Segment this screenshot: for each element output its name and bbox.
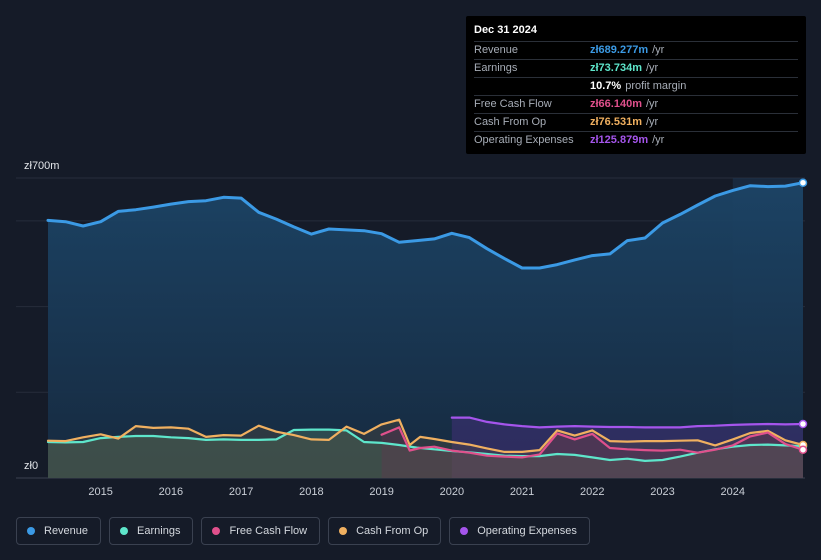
tooltip-row-value: 10.7% (590, 80, 622, 92)
legend-dot-icon (339, 527, 348, 535)
legend-label: Cash From Op (356, 525, 429, 537)
tooltip-row: Revenue zł689.277m/yr (474, 42, 798, 60)
x-tick-label: 2015 (88, 486, 112, 498)
x-tick-label: 2018 (299, 486, 323, 498)
tooltip-row: Operating Expenses zł125.879m/yr (474, 132, 798, 149)
data-tooltip: Dec 31 2024 Revenue zł689.277m/yr Earnings… (466, 16, 806, 154)
earnings-area (48, 429, 803, 478)
tooltip-row-label: Free Cash Flow (474, 98, 552, 110)
tooltip-row-label: Operating Expenses (474, 134, 574, 146)
tooltip-row: 10.7% profit margin (474, 78, 798, 96)
tooltip-row: Cash From Op zł76.531m/yr (474, 114, 798, 132)
tooltip-row-unit: /yr (645, 62, 659, 74)
x-tick-label: 2020 (440, 486, 464, 498)
legend-dot-icon (120, 527, 129, 535)
tooltip-row-label: Earnings (474, 62, 518, 74)
series-lines (46, 181, 805, 462)
legend-label: Operating Expenses (477, 525, 577, 537)
x-tick-label: 2021 (510, 486, 534, 498)
tooltip-row-unit: /yr (645, 98, 659, 110)
revenue-area (48, 182, 803, 478)
x-tick-label: 2022 (580, 486, 604, 498)
tooltip-row-value: zł73.734m (590, 62, 642, 74)
tooltip-row-value: zł66.140m (590, 98, 642, 110)
operating-expenses-end-dot (798, 419, 808, 429)
tooltip-row: Free Cash Flow zł66.140m/yr (474, 96, 798, 114)
tooltip-row-label (474, 78, 590, 95)
chart: 2015 2016 2017 2018 2019 2020 2021 2022 2023 2024 (16, 177, 808, 498)
legend-item-earnings[interactable]: Earnings (109, 517, 194, 545)
free-cash-flow-end-dot (798, 445, 808, 454)
x-tick-label: 2017 (229, 486, 253, 498)
tooltip-row-label: Revenue (474, 44, 519, 56)
free-cash-flow-area (381, 427, 803, 478)
legend-item-operating-expenses[interactable]: Operating Expenses (449, 517, 590, 545)
x-tick-label: 2019 (369, 486, 393, 498)
x-tick-label: 2023 (650, 486, 674, 498)
tooltip-row-unit: /yr (652, 134, 665, 146)
tooltip-row-unit: /yr (652, 44, 665, 56)
operating-expenses-area (451, 417, 803, 478)
tooltip-row-unit: profit margin (625, 80, 687, 92)
legend-item-cash-from-op[interactable]: Cash From Op (328, 517, 442, 545)
tooltip-row-label: Cash From Op (474, 116, 547, 128)
series-areas (48, 182, 803, 478)
tooltip-row-unit: /yr (645, 116, 659, 128)
legend-dot-icon (212, 527, 221, 535)
legend-label: Revenue (44, 525, 89, 537)
revenue-line (46, 181, 805, 270)
x-tick-label: 2024 (721, 486, 745, 498)
tooltip-row-value: zł689.277m (590, 44, 649, 56)
series-end-dots (798, 178, 808, 454)
legend: Revenue Earnings Free Cash Flow Cash From O… (16, 517, 590, 545)
legend-item-revenue[interactable]: Revenue (16, 517, 102, 545)
x-tick-label: 2016 (159, 486, 183, 498)
x-axis-ticks: 2015 2016 2017 2018 2019 2020 2021 2022 2023 2024 (88, 486, 745, 498)
y-axis-top-label: zł700m (24, 160, 60, 172)
y-axis-bottom-label: zł0 (24, 460, 39, 472)
legend-label: Free Cash Flow (229, 525, 308, 537)
tooltip-row-value: zł76.531m (590, 116, 642, 128)
legend-label: Earnings (137, 525, 181, 537)
legend-item-free-cash-flow[interactable]: Free Cash Flow (201, 517, 321, 545)
legend-dot-icon (460, 527, 469, 535)
legend-dot-icon (27, 527, 35, 535)
tooltip-row: Earnings zł73.734m/yr (474, 60, 798, 78)
tooltip-row-value: zł125.879m (590, 134, 649, 146)
operating-expenses-line (450, 416, 805, 429)
revenue-end-dot (798, 178, 808, 187)
tooltip-date: Dec 31 2024 (474, 24, 798, 42)
cash-from-op-line (46, 418, 805, 453)
free-cash-flow-line (380, 426, 805, 459)
